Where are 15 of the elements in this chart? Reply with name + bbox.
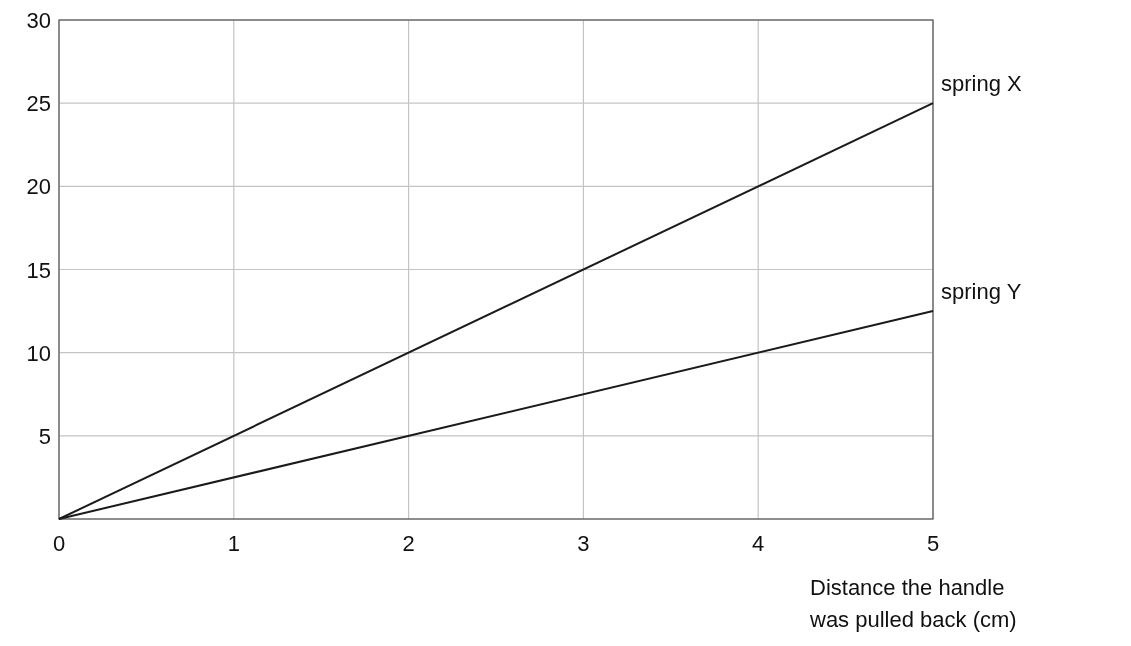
series-label: spring Y xyxy=(941,279,1022,305)
y-tick-label: 20 xyxy=(26,174,51,200)
y-tick-label: 30 xyxy=(26,8,51,33)
y-tick-label: 25 xyxy=(26,91,51,117)
series-label: spring X xyxy=(941,71,1023,97)
x-tick-label: 5 xyxy=(926,531,940,556)
y-tick-label: 5 xyxy=(38,423,51,449)
x-axis-title: Distance the handle was pulled back (cm) xyxy=(809,575,1017,632)
y-tick-label: 10 xyxy=(26,340,51,366)
x-tick-label: 0 xyxy=(52,531,66,556)
y-tick-label: 15 xyxy=(26,257,51,283)
x-tick-label: 3 xyxy=(577,531,590,556)
x-tick-label: 2 xyxy=(402,531,415,556)
x-tick-label: 4 xyxy=(752,531,765,556)
x-tick-label: 1 xyxy=(227,531,240,556)
